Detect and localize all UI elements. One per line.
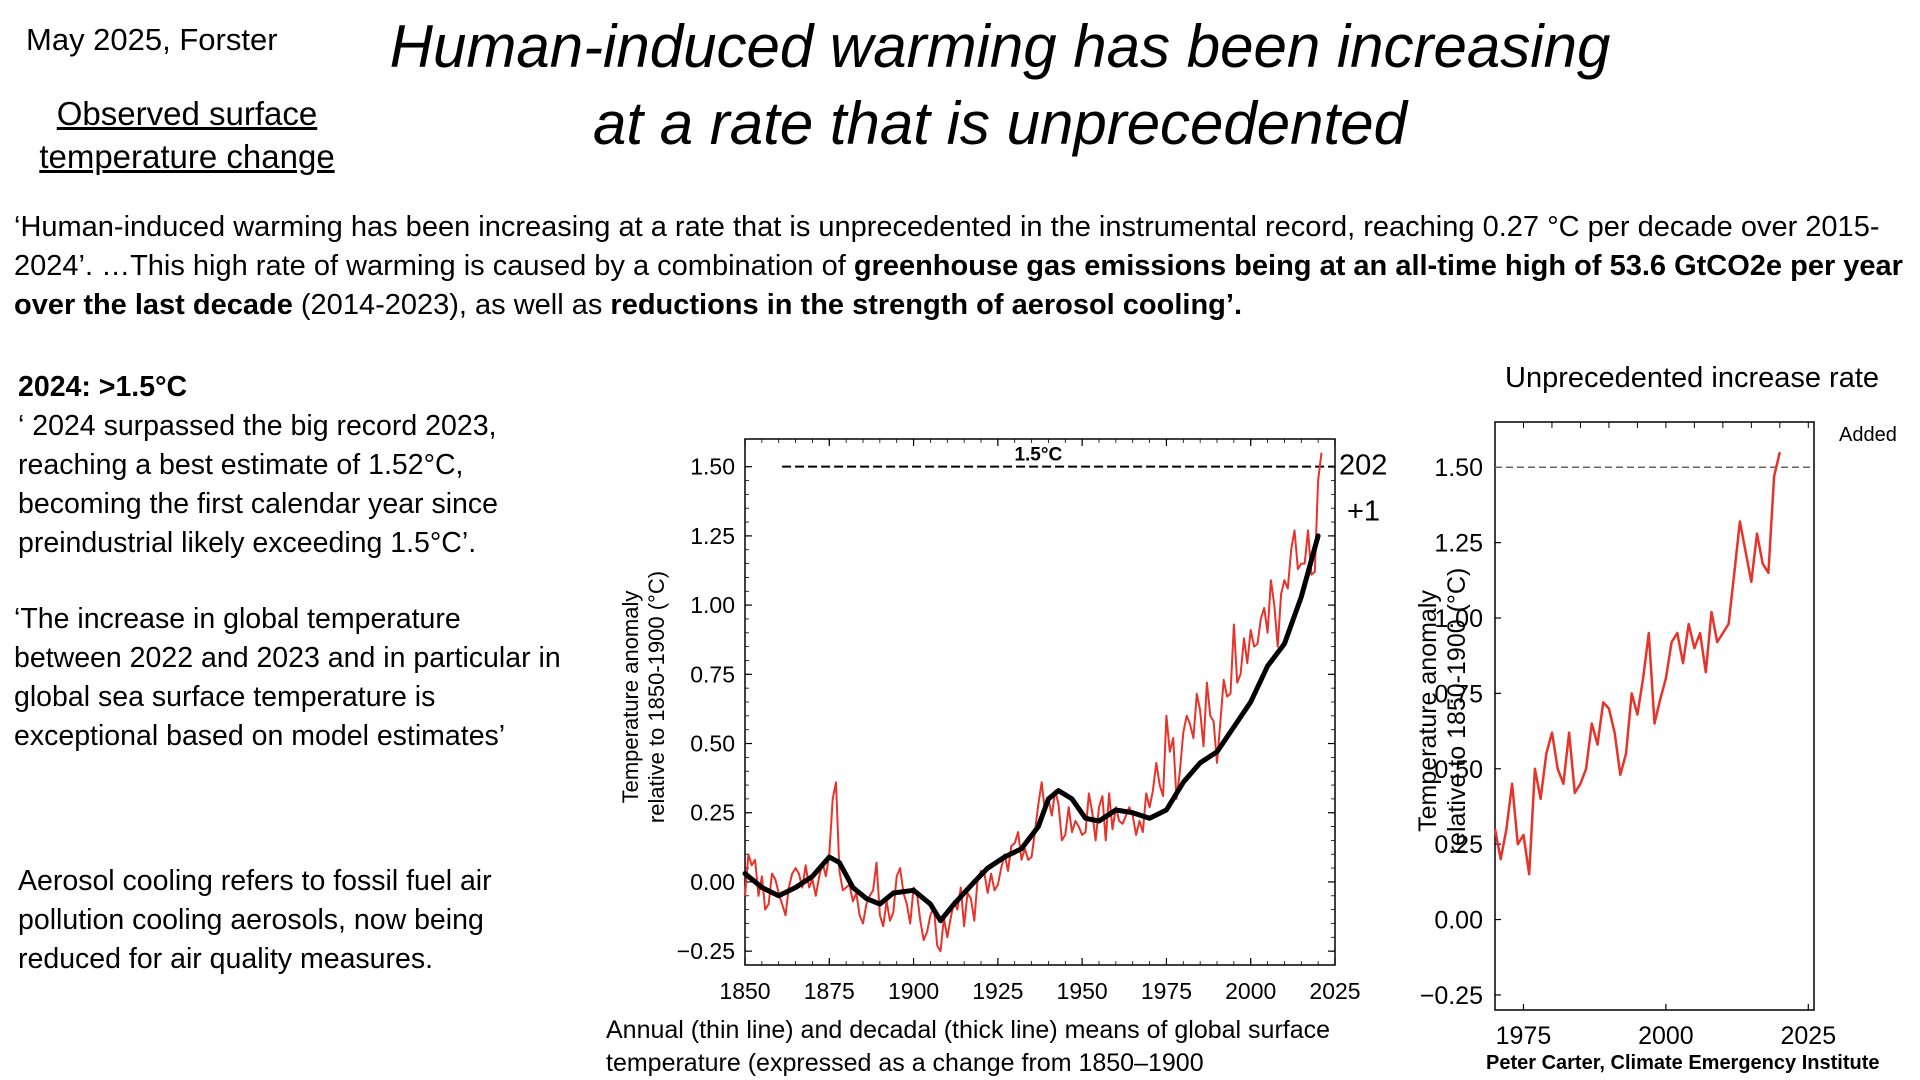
chart-caption: Annual (thin line) and decadal (thick li…: [606, 1016, 1331, 1077]
y-axis-label: Temperature anomalyrelative to 1850-1900…: [1414, 568, 1471, 855]
annual-series-line: [1493, 451, 1782, 876]
record-heading: 2024: >1.5°C: [18, 371, 188, 403]
aerosol-text: Aerosol cooling refers to fossil fuel ai…: [18, 865, 492, 975]
page-title-line-2: at a rate that is unprecedented: [593, 90, 1407, 157]
plot-frame: [1494, 421, 1815, 1011]
quote-bold-1: greenhouse gas emissions being at an all…: [14, 250, 1903, 321]
y-tick-label: −0.25: [1420, 982, 1483, 1010]
added-annotation: Added: [1839, 424, 1897, 446]
subheading-line-2: temperature change: [39, 138, 335, 175]
quote-text-1: ‘Human-induced warming has been increasi…: [14, 211, 1880, 282]
page-title: Human-induced warming has been increasin…: [300, 8, 1700, 162]
y-tick-label: 1.50: [690, 454, 735, 480]
y-tick-label: 1.25: [1434, 530, 1483, 558]
y-tick-label: −0.25: [677, 938, 735, 964]
y-tick-label: 0.00: [1434, 907, 1483, 935]
subheading-line-1: Observed surface: [56, 95, 318, 132]
y-tick-label: 0.50: [1434, 756, 1483, 784]
temperature-anomaly-chart: −0.25 0.00 0.25 0.50 0.75 1.00 1.25 1.50 1850 187…: [618, 438, 1387, 1004]
x-tick-label: 1975: [1496, 1022, 1552, 1050]
y-tick-label: 0.00: [690, 869, 735, 895]
y-axis-label-line-1: Temperature anomaly: [618, 591, 643, 804]
section-subheading: Observed surface temperature change: [24, 92, 350, 178]
plot-frame: [744, 438, 1336, 966]
x-tick-label: 1925: [972, 978, 1023, 1004]
y-tick-label: 0.75: [690, 661, 735, 687]
y-axis-label: Temperature anomalyrelative to 1850-1900…: [618, 571, 669, 823]
quote-bold-2: reductions in the strength of aerosol co…: [610, 289, 1243, 321]
chart-credit: Peter Carter, Climate Emergency Institut…: [1486, 1052, 1880, 1074]
x-tick-label: 2025: [1780, 1022, 1836, 1050]
x-tick-label: 1975: [1141, 978, 1192, 1004]
x-tick-label: 2000: [1638, 1022, 1694, 1050]
x-tick-label: 1900: [888, 978, 939, 1004]
y-tick-label: 1.25: [690, 523, 735, 549]
page-title-line-1: Human-induced warming has been increasin…: [389, 13, 1611, 80]
x-tick-label: 1950: [1057, 978, 1108, 1004]
x-tick-label: 1875: [804, 978, 855, 1004]
y-axis-label-line-2: relative to 1850-1900 (°C): [644, 571, 669, 823]
y-axis-label-line-2: relative to 1850-1900 (°C): [1443, 568, 1471, 855]
quote-text-2: (2014-2023), as well as: [292, 289, 611, 321]
x-tick-label: 2025: [1309, 978, 1360, 1004]
value-annotation: +1: [1347, 496, 1380, 528]
right-chart-title: Unprecedented increase rate: [1505, 362, 1880, 394]
y-tick-label: 1.00: [690, 592, 735, 618]
decadal-series-line: [742, 533, 1321, 924]
y-tick-label: 0.25: [1434, 831, 1483, 859]
year-annotation: 202: [1339, 450, 1387, 482]
y-tick-label: 1.00: [1434, 605, 1483, 633]
y-tick-label: 0.25: [690, 800, 735, 826]
y-tick-label: 0.75: [1434, 680, 1483, 708]
y-axis-label-line-1: Temperature anomaly: [1414, 590, 1442, 832]
y-tick-label: 0.50: [690, 731, 735, 757]
x-tick-label: 2000: [1225, 978, 1276, 1004]
report-quote: ‘Human-induced warming has been increasi…: [14, 208, 1904, 325]
annual-series-line: [744, 452, 1323, 953]
threshold-label: 1.5°C: [1014, 445, 1062, 466]
increase-text: ‘The increase in global temperature betw…: [14, 603, 561, 752]
increase-rate-chart: −0.25 0.00 0.25 0.50 0.75 1.00 1.25 1.50 1975 200…: [1414, 421, 1897, 1050]
record-text: ‘ 2024 surpassed the big record 2023, re…: [18, 410, 498, 559]
x-tick-label: 1850: [719, 978, 770, 1004]
y-tick-label: 1.50: [1434, 454, 1483, 482]
author-date: May 2025, Forster: [26, 22, 278, 57]
